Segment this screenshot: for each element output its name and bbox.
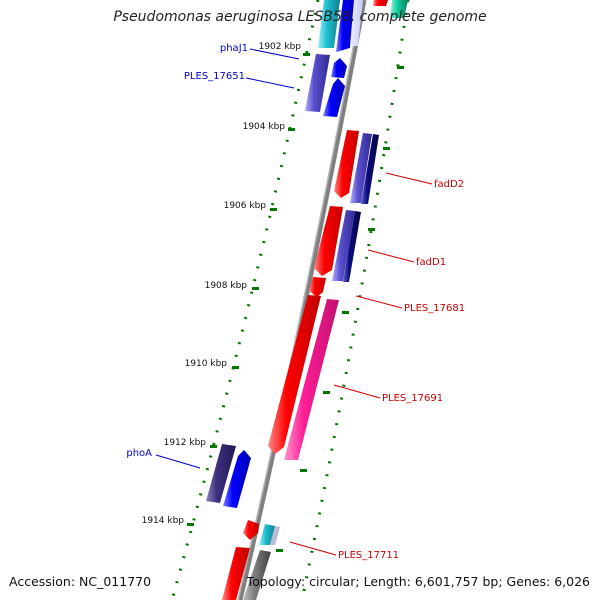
minus-strand-features [206, 0, 363, 508]
orf-top-cyan[interactable] [318, 0, 340, 48]
ruler-label: 1910 kbp [185, 359, 228, 369]
label-leaders [155, 48, 433, 556]
ruler-label: 1902 kbp [259, 42, 302, 52]
ruler-label: 1912 kbp [164, 438, 207, 448]
orf-top-teal[interactable] [390, 0, 408, 18]
ruler-label: 1906 kbp [224, 201, 267, 211]
orf-fadD1-purple[interactable] [332, 210, 355, 281]
ruler-label: 1904 kbp [243, 122, 286, 132]
cds-fadD1[interactable] [314, 206, 343, 276]
gene-label-PLES_17651[interactable]: PLES_17651 [184, 71, 245, 82]
topology-label: Topology: circular; Length: 6,601,757 bp… [246, 574, 590, 589]
orf-fadD1-navy[interactable] [343, 211, 361, 282]
orf-fadD2-navy[interactable] [361, 134, 379, 204]
gene-label-PLES_17691[interactable]: PLES_17691 [382, 393, 443, 404]
accession-label: Accession: NC_011770 [9, 574, 152, 589]
genome-backbone [237, 0, 367, 600]
cds-PLES_17711[interactable] [243, 520, 259, 540]
ruler-labels: 1902 kbp 1904 kbp 1906 kbp 1908 kbp 1910… [142, 42, 302, 526]
orf-bottom-gray[interactable] [243, 550, 271, 600]
cds-PLES_17651[interactable] [323, 78, 345, 117]
cds-PLES_17681[interactable] [309, 277, 326, 297]
cds-phoA[interactable] [223, 450, 251, 508]
plus-strand-features [222, 0, 408, 600]
cds-PLES_17691[interactable] [268, 295, 321, 454]
orf-PLES_17651-purple[interactable] [305, 54, 330, 112]
cds-top-red[interactable] [373, 0, 388, 6]
gene-label-phoA[interactable]: phoA [126, 448, 152, 459]
cds-phaJ1[interactable] [336, 0, 355, 52]
ruler-label: 1914 kbp [142, 516, 185, 526]
ruler-label: 1908 kbp [205, 281, 248, 291]
gene-label-phaJ1[interactable]: phaJ1 [220, 43, 248, 54]
orf-phoA-darkpurple[interactable] [206, 444, 236, 503]
cds-fadD2[interactable] [334, 130, 359, 198]
map-title: Pseudomonas aeruginosa LESB58, complete … [113, 9, 487, 25]
gene-label-fadD2[interactable]: fadD2 [434, 179, 464, 190]
inner-ring-dots [170, 0, 320, 600]
gene-label-PLES_17711[interactable]: PLES_17711 [338, 550, 399, 561]
orf-PLES_17711-cyan[interactable] [259, 524, 275, 545]
major-ticks [187, 53, 404, 552]
gene-label-PLES_17681[interactable]: PLES_17681 [404, 303, 465, 314]
orf-fadD2-purple[interactable] [350, 133, 372, 203]
cds-phaJ1-lower[interactable] [331, 58, 347, 78]
gene-labels: phaJ1 PLES_17651 fadD2 fadD1 PLES_17681 … [126, 43, 465, 561]
orf-PLES_17691-pink[interactable] [284, 299, 339, 460]
gene-label-fadD1[interactable]: fadD1 [416, 257, 446, 268]
cds-bottom-red[interactable] [222, 547, 250, 600]
orf-top-lavender[interactable] [350, 0, 363, 46]
